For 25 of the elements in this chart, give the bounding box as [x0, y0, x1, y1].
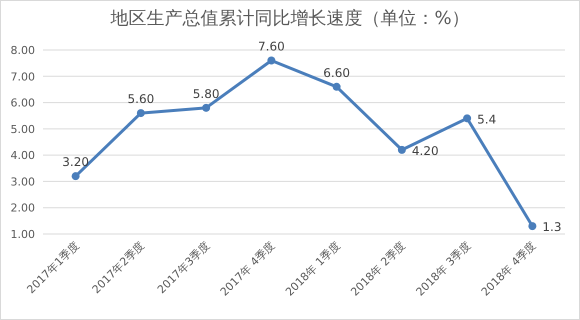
- y-tick-label: 4.00: [10, 149, 35, 162]
- point: [528, 222, 536, 230]
- point: [267, 56, 276, 65]
- data-label: 1.3: [542, 220, 562, 234]
- data-label: 5.4: [477, 112, 496, 126]
- data-label: 4.20: [412, 144, 439, 158]
- y-tick-label: 5.00: [10, 122, 35, 136]
- point: [463, 114, 472, 122]
- data-label: 7.60: [258, 40, 285, 54]
- y-tick-label: 3.00: [10, 175, 35, 188]
- data-label: 3.20: [62, 155, 89, 170]
- point: [72, 172, 80, 180]
- point: [136, 109, 145, 118]
- chart-title: 地区生产总值累计同比增长速度（单位：%）: [109, 8, 470, 29]
- data-label: 5.60: [128, 92, 154, 106]
- y-tick-label: 8.00: [10, 44, 35, 57]
- point: [398, 146, 406, 154]
- y-tick-label: 1.00: [10, 228, 35, 241]
- y-tick-label: 7.00: [10, 70, 35, 84]
- y-tick-label: 2.00: [10, 202, 35, 215]
- y-tick-label: 6.00: [10, 96, 35, 110]
- data-label: 6.60: [323, 66, 350, 80]
- data-label: 5.80: [192, 86, 220, 101]
- point: [202, 104, 210, 112]
- point: [332, 82, 341, 91]
